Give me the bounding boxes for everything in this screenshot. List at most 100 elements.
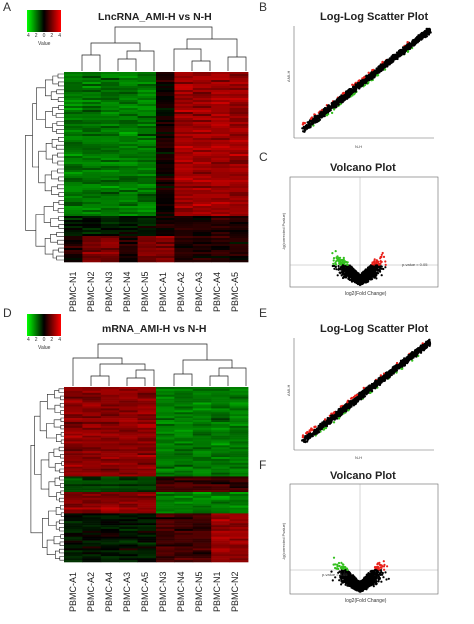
volcano-point — [343, 276, 347, 279]
heatmap-cell — [137, 548, 157, 551]
heatmap-cell — [82, 499, 102, 503]
heatmap-cell — [137, 116, 157, 119]
heatmap-cell — [156, 404, 175, 407]
heatmap-cell — [156, 478, 175, 481]
heatmap-cell — [119, 256, 138, 259]
heatmap-cell — [192, 422, 212, 425]
scatter-point — [363, 80, 367, 84]
heatmap-cell — [156, 178, 175, 181]
heatmap-cell — [64, 184, 83, 187]
heatmap-cell — [137, 472, 157, 475]
heatmap-cell — [82, 82, 102, 85]
scatter-point — [310, 120, 313, 123]
heatmap-cell — [192, 234, 212, 237]
scatter-point — [361, 83, 364, 87]
heatmap-cell — [174, 416, 194, 419]
heatmap-cell — [137, 210, 157, 213]
heatmap-cell — [82, 427, 102, 431]
volcano-point — [380, 255, 383, 258]
heatmap-cell — [174, 222, 194, 225]
heatmap-cell — [82, 517, 102, 520]
heatmap-cell — [64, 488, 83, 491]
heatmap-cell — [174, 230, 194, 233]
legend-tick: 4 — [27, 33, 30, 39]
heatmap-cell — [119, 102, 138, 105]
heatmap-cell — [192, 505, 212, 508]
heatmap-cell — [192, 486, 212, 489]
heatmap-cell — [137, 88, 157, 91]
heatmap-cell — [156, 503, 175, 506]
heatmap-cell — [119, 501, 138, 504]
heatmap-cell — [174, 427, 194, 431]
column-label: PBMC-N1 — [68, 271, 78, 312]
heatmap-cell — [174, 202, 194, 205]
heatmap-cell — [100, 525, 120, 528]
heatmap-cell — [156, 490, 175, 493]
volcano-point — [335, 268, 338, 271]
heatmap-cell — [82, 256, 102, 259]
heatmap-cell — [229, 250, 249, 253]
heatmap-cell — [100, 390, 120, 394]
heatmap-cell — [174, 544, 194, 547]
heatmap-cell — [100, 74, 120, 77]
heatmap-cell — [192, 110, 212, 113]
heatmap-cell — [100, 194, 120, 197]
heatmap-cell — [156, 138, 175, 141]
heatmap-cell — [192, 556, 212, 559]
heatmap-cell — [64, 84, 83, 87]
scatter-point — [392, 57, 395, 61]
heatmap-cell — [64, 511, 83, 514]
heatmap-cell — [156, 228, 175, 231]
heatmap-cell — [64, 244, 83, 247]
heatmap-cell — [137, 478, 157, 481]
heatmap-cell — [100, 248, 120, 251]
heatmap-cell — [174, 122, 194, 125]
heatmap-cell — [119, 106, 138, 109]
heatmap-cell — [174, 509, 194, 512]
heatmap-cell — [211, 548, 230, 551]
heatmap-cell — [119, 497, 138, 501]
color-key-d — [27, 314, 61, 336]
heatmap-cell — [211, 474, 230, 477]
heatmap-cell — [156, 501, 175, 504]
heatmap-cell — [211, 480, 230, 483]
heatmap-cell — [64, 172, 83, 175]
column-label: PBMC-N3 — [104, 271, 114, 312]
heatmap-cell — [64, 260, 83, 263]
heatmap-cell — [211, 495, 230, 499]
heatmap-cell — [211, 88, 230, 91]
dendrogram-branch — [53, 419, 61, 428]
heatmap-cell — [192, 128, 212, 131]
heatmap-cell — [229, 148, 249, 151]
heatmap-cell — [156, 460, 175, 464]
heatmap-cell — [211, 108, 230, 111]
column-label: PBMC-N4 — [176, 571, 186, 612]
heatmap-cell — [64, 72, 83, 75]
heatmap-cell — [100, 404, 120, 407]
heatmap-cell — [192, 412, 212, 415]
heatmap-cell — [82, 230, 102, 233]
heatmap-cell — [64, 238, 83, 241]
heatmap-cell — [174, 174, 194, 177]
heatmap-cell — [174, 460, 194, 464]
panel-letter-c: C — [259, 150, 268, 164]
heatmap-cell — [211, 457, 230, 460]
heatmap-cell — [211, 184, 230, 187]
heatmap-cell — [174, 484, 194, 487]
heatmap-cell — [100, 423, 120, 427]
heatmap-cell — [119, 488, 138, 491]
heatmap-cell — [64, 468, 83, 471]
heatmap-cell — [64, 457, 83, 460]
heatmap-cell — [64, 458, 83, 462]
heatmap-cell — [119, 412, 138, 415]
heatmap-cell — [229, 168, 249, 171]
heatmap-cell — [192, 523, 212, 526]
heatmap-cell — [137, 490, 157, 493]
heatmap-cell — [192, 457, 212, 460]
heatmap-cell — [174, 182, 194, 185]
heatmap-cell — [211, 447, 230, 450]
heatmap-cell — [82, 98, 102, 101]
volcano-point — [332, 259, 335, 262]
heatmap-cell — [100, 84, 120, 87]
heatmap-cell — [229, 470, 249, 473]
